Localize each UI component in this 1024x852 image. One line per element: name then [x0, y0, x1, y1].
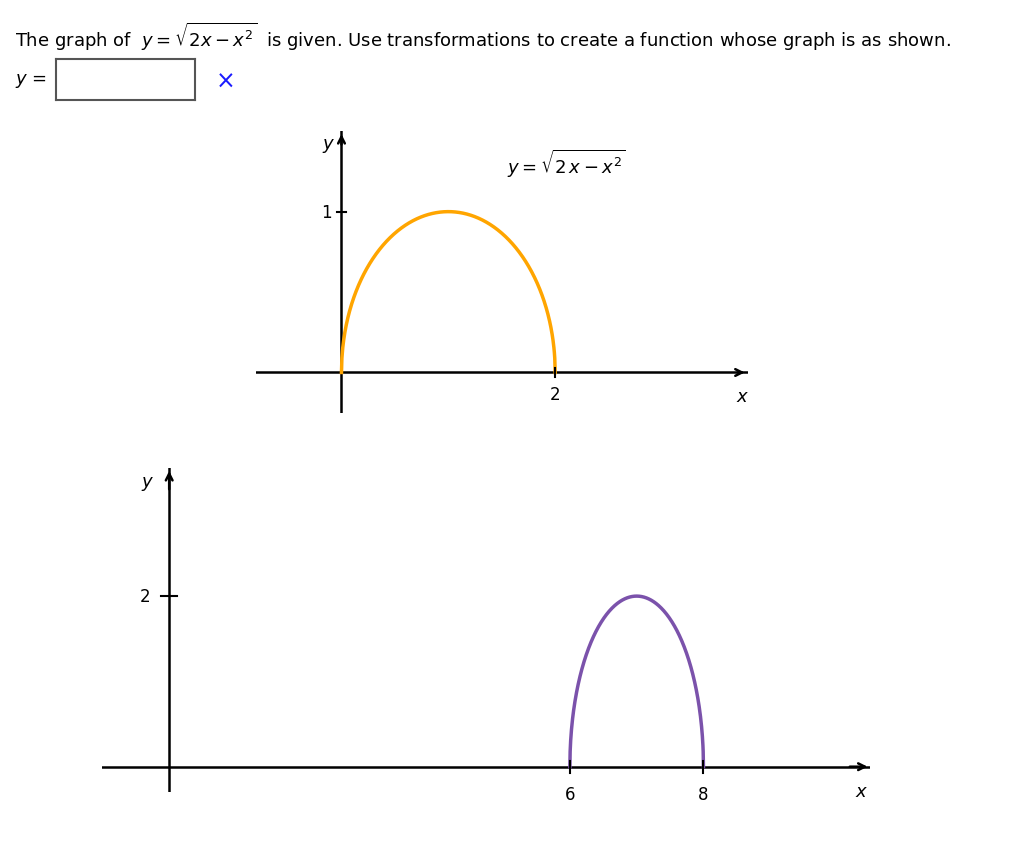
Text: $y$ =: $y$ = — [15, 72, 47, 90]
Text: 2: 2 — [140, 587, 151, 606]
Text: y: y — [142, 473, 153, 491]
Text: The graph of  $y = \sqrt{2x - x^2}$  is given. Use transformations to create a f: The graph of $y = \sqrt{2x - x^2}$ is gi… — [15, 21, 951, 54]
Text: y: y — [323, 135, 333, 153]
Text: 1: 1 — [322, 204, 332, 222]
Text: 2: 2 — [550, 385, 560, 403]
Text: x: x — [855, 782, 865, 800]
Text: x: x — [737, 388, 748, 406]
Text: 6: 6 — [564, 786, 575, 803]
Text: 8: 8 — [698, 786, 709, 803]
Text: $y = \sqrt{2\,x - x^2}$: $y = \sqrt{2\,x - x^2}$ — [507, 148, 626, 181]
Text: $\times$: $\times$ — [215, 69, 233, 93]
